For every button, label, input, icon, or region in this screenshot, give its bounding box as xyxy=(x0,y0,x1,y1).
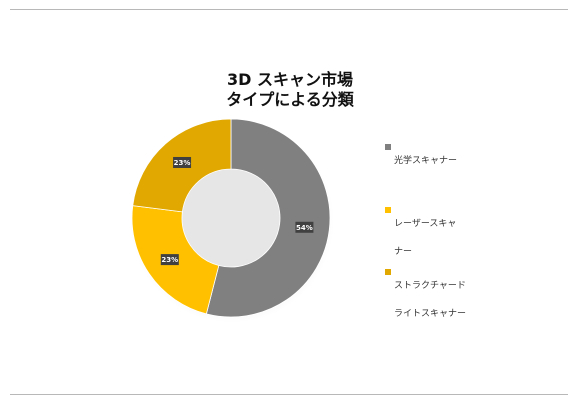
bottom-rule xyxy=(10,394,568,395)
top-rule xyxy=(10,9,568,10)
data-label-text-structured-light: 23% xyxy=(174,159,191,167)
legend-item-optical: 光学スキャナー xyxy=(385,140,474,168)
data-label-text-laser: 23% xyxy=(161,256,178,264)
legend-label-optical-line-1: 光学スキャナー xyxy=(394,156,458,166)
chart-title-line-1: 3D スキャン市場 xyxy=(227,70,353,89)
legend-label-laser: レーザースキャ ナー xyxy=(385,203,474,259)
legend-label-laser-line-2: ナー xyxy=(394,247,413,257)
data-label-text-optical: 54% xyxy=(296,224,313,232)
legend-label-structured-light: ストラクチャード ライトスキャナー xyxy=(385,265,474,321)
data-label-structured-light: 23% xyxy=(173,156,192,168)
legend-label-laser-line-1: レーザースキャ xyxy=(394,219,457,229)
legend-item-structured-light: ストラクチャード ライトスキャナー xyxy=(385,265,474,321)
slice-optical xyxy=(205,118,331,318)
chart-title-line-2: タイプによる分類 xyxy=(226,90,354,109)
legend-swatch-laser xyxy=(385,207,391,213)
legend-label-structured-light-line-1: ストラクチャード xyxy=(394,281,466,291)
legend-label-optical: 光学スキャナー xyxy=(385,140,474,168)
legend-item-laser: レーザースキャ ナー xyxy=(385,203,474,259)
data-label-box-laser xyxy=(160,254,179,266)
legend-swatch-optical xyxy=(385,144,391,150)
legend-swatch-structured-light xyxy=(385,269,391,275)
legend-label-structured-light-line-2: ライトスキャナー xyxy=(394,309,467,319)
data-label-laser: 23% xyxy=(160,254,179,266)
data-label-box-optical xyxy=(295,221,314,233)
data-labels: 54% 23% 23% xyxy=(160,156,314,266)
data-label-optical: 54% xyxy=(295,221,314,233)
chart-title: 3D スキャン市場 タイプによる分類 xyxy=(195,70,385,110)
data-label-box-structured-light xyxy=(173,156,192,168)
